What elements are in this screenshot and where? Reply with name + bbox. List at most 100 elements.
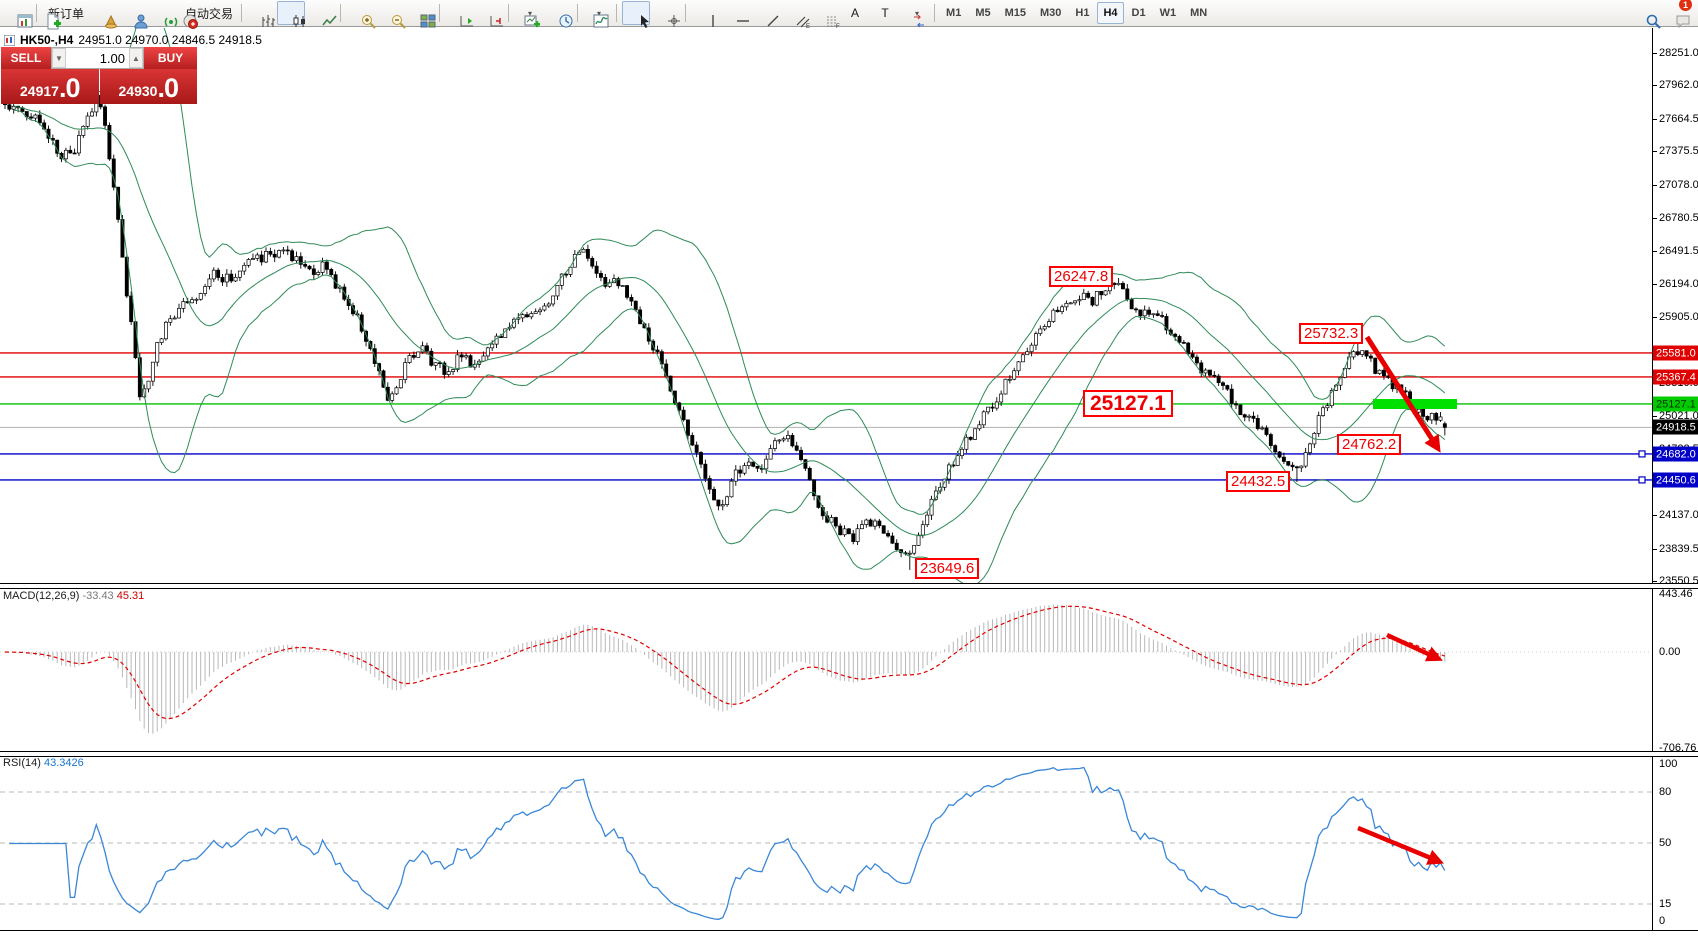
- price-tick: [1652, 53, 1657, 54]
- volume-increase-button[interactable]: ▲: [129, 48, 143, 68]
- price-level-badge: 24450.6: [1653, 472, 1698, 488]
- chart-shift-button[interactable]: [475, 1, 504, 27]
- price-tick: [1652, 317, 1657, 318]
- price-tick: [1652, 549, 1657, 550]
- price-tick-label: 23839.5: [1659, 543, 1698, 555]
- price-tick-label: 26780.5: [1659, 212, 1698, 224]
- rsi-line: [9, 766, 1446, 921]
- price-tick-label: 27664.5: [1659, 113, 1698, 125]
- zoom-in-button[interactable]: [346, 1, 376, 29]
- bar-chart-button[interactable]: [247, 1, 276, 27]
- timeframe-m5-button[interactable]: M5: [975, 7, 991, 19]
- toolbar-separator: [685, 4, 687, 22]
- buy-button[interactable]: BUY: [144, 47, 197, 69]
- vertical-line-button[interactable]: [691, 1, 719, 27]
- line-chart-button[interactable]: [307, 1, 337, 26]
- line-handles[interactable]: [1638, 450, 1646, 484]
- one-click-trading-panel: SELL ▼ 1.00 ▲ BUY 24917 .0 24930 .0: [1, 47, 197, 104]
- trend-arrow-macd[interactable]: [1386, 632, 1443, 662]
- svg-text:E: E: [806, 24, 810, 30]
- notifications-button[interactable]: 1: [1661, 0, 1692, 29]
- arrows-tool-button[interactable]: ▾: [901, 1, 929, 28]
- templates-button[interactable]: ▾: [514, 1, 542, 28]
- svg-text:F: F: [836, 24, 840, 30]
- navigator-button[interactable]: [119, 1, 148, 29]
- timeframe-h4-button[interactable]: H4: [1097, 2, 1124, 24]
- macd-label: MACD(12,26,9) -33.43 45.31: [3, 590, 145, 602]
- bollinger-bands: [13, 28, 1446, 583]
- price-annotation[interactable]: 24432.5: [1226, 471, 1291, 492]
- date-axis-border: [0, 930, 1698, 931]
- price-tick: [1652, 251, 1657, 252]
- market-watch-button[interactable]: [89, 1, 118, 29]
- timeframe-d1-button[interactable]: D1: [1131, 7, 1146, 19]
- sell-button[interactable]: SELL: [1, 47, 51, 69]
- trend-arrow-main[interactable]: [1364, 335, 1441, 453]
- text-button[interactable]: A: [851, 6, 860, 20]
- price-tick: [1652, 185, 1657, 186]
- price-level-badge: 25127.1: [1653, 396, 1698, 412]
- dropdown-caret-icon: ▾: [915, 8, 920, 18]
- candles-layer: [3, 92, 1447, 570]
- price-annotation[interactable]: 23649.6: [915, 558, 980, 579]
- macd-axis-label: 0.00: [1659, 646, 1681, 658]
- fibonacci-button[interactable]: F: [811, 1, 840, 30]
- rsi-label: RSI(14) 43.3426: [3, 757, 84, 769]
- macd-main-value: -33.43: [82, 590, 114, 602]
- symbol-period: HK50-,H4: [20, 33, 74, 47]
- buy-price-button[interactable]: 24930 .0: [99, 69, 197, 104]
- cursor-button[interactable]: [622, 1, 651, 28]
- pane-separator[interactable]: [0, 751, 1698, 757]
- volume-value[interactable]: 1.00: [99, 50, 125, 66]
- auto-trading-button[interactable]: 自动交易: [179, 1, 236, 29]
- tile-windows-button[interactable]: [406, 1, 436, 28]
- new-order-button[interactable]: 新订单: [42, 1, 87, 30]
- channel-button[interactable]: E: [781, 1, 810, 30]
- period-button[interactable]: [544, 1, 573, 28]
- pane-separator[interactable]: [0, 583, 1698, 589]
- chart-tab-icon: [4, 34, 15, 46]
- price-tick-label: 26194.0: [1659, 278, 1698, 290]
- rsi-pane: [0, 766, 1652, 921]
- macd-signal-line: [4, 605, 1445, 720]
- timeframe-m15-button[interactable]: M15: [1004, 7, 1026, 19]
- toolbar-separator: [934, 4, 936, 22]
- support-zone-rect[interactable]: [1373, 399, 1457, 409]
- toolbar-separator: [36, 4, 37, 22]
- chart-window-button[interactable]: [3, 1, 33, 28]
- volume-decrease-button[interactable]: ▼: [52, 48, 66, 68]
- timeframe-m1-button[interactable]: M1: [946, 7, 962, 19]
- horizontal-level-lines[interactable]: [0, 352, 1652, 481]
- toolbar-separator: [508, 4, 510, 22]
- candle-chart-button[interactable]: [277, 1, 306, 27]
- trendline-button[interactable]: [751, 1, 779, 27]
- volume-stepper[interactable]: ▼ 1.00 ▲: [51, 47, 144, 69]
- dropdown-caret-icon: ▾: [528, 8, 533, 18]
- price-annotation[interactable]: 24762.2: [1337, 434, 1402, 455]
- timeframe-m30-button[interactable]: M30: [1040, 7, 1062, 19]
- price-annotation[interactable]: 25127.1: [1083, 390, 1173, 417]
- zoom-out-button[interactable]: [376, 1, 406, 29]
- sell-price-button[interactable]: 24917 .0: [1, 69, 99, 104]
- search-button[interactable]: [1631, 1, 1661, 29]
- price-annotation[interactable]: 26247.8: [1049, 266, 1114, 287]
- auto-scroll-button[interactable]: [445, 1, 474, 27]
- price-tick-label: 24137.0: [1659, 509, 1698, 521]
- toolbar-separator: [577, 4, 579, 22]
- signal-button[interactable]: [149, 1, 178, 27]
- main-chart-pane: [0, 28, 1652, 583]
- timeframe-mn-button[interactable]: MN: [1190, 7, 1208, 19]
- price-annotation[interactable]: 25732.3: [1299, 323, 1364, 344]
- price-tick-label: 27962.0: [1659, 79, 1698, 91]
- sell-price-int: 24917: [20, 83, 59, 99]
- indicators-button[interactable]: ▾: [583, 1, 611, 28]
- text-label-button[interactable]: T: [881, 6, 889, 20]
- notification-badge: 1: [1679, 0, 1692, 11]
- trend-arrow-rsi[interactable]: [1357, 825, 1444, 865]
- timeframe-h1-button[interactable]: H1: [1075, 7, 1090, 19]
- horizontal-line-button[interactable]: [721, 1, 750, 25]
- crosshair-button[interactable]: [652, 1, 681, 27]
- timeframe-w1-button[interactable]: W1: [1159, 7, 1177, 19]
- price-tick: [1652, 119, 1657, 120]
